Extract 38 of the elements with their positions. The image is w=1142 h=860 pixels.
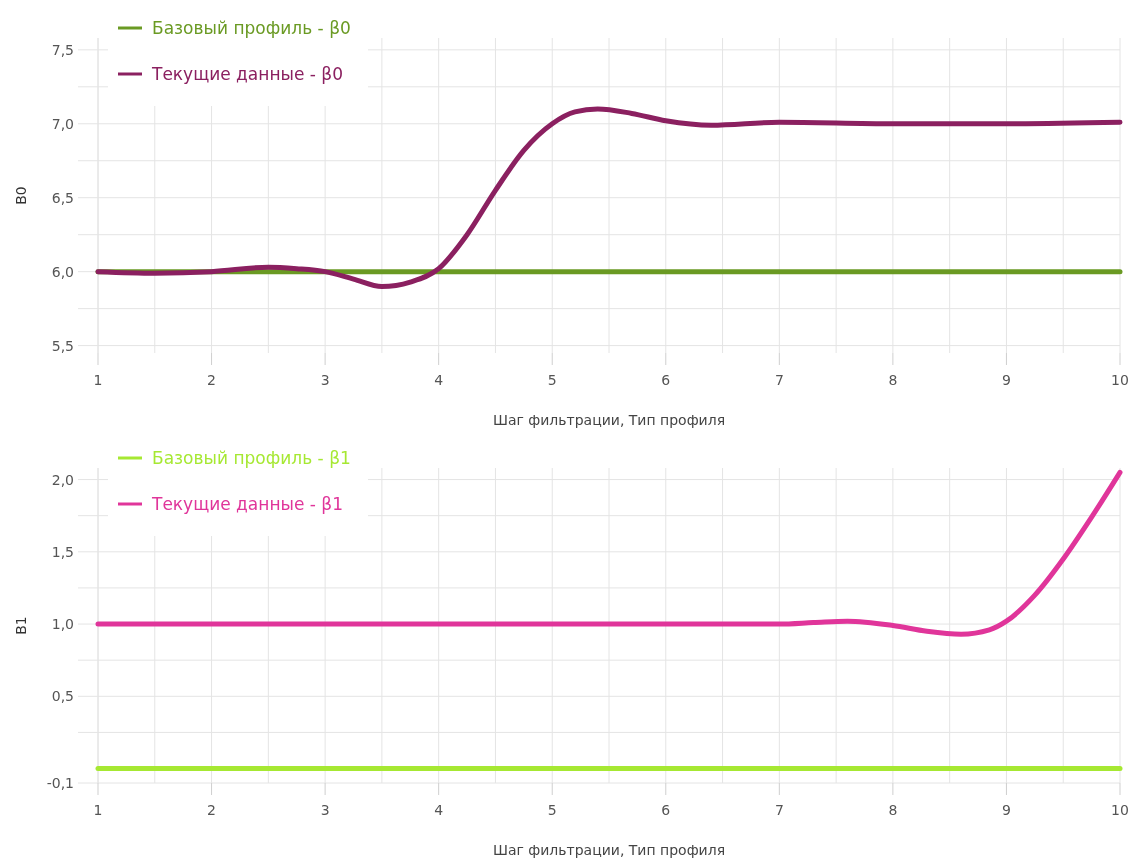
y-tick-label: 2,0 [51,471,74,488]
x-axis-title: Шаг фильтрации, Тип профиля [492,842,726,858]
x-tick-label: 7 [774,802,784,818]
y-tick-label: 6,0 [51,263,74,280]
y-tick-label: -0,1 [46,775,74,791]
x-tick-label: 9 [1001,372,1011,388]
x-tick-label: 8 [888,802,898,818]
x-tick-label: 5 [547,372,557,388]
x-tick-label: 1 [93,372,103,388]
y-tick-label: 0,5 [51,688,74,705]
y-tick-label: 7,0 [51,115,74,132]
y-tick-label: 7,5 [51,41,74,58]
y-tick-label: 6,5 [51,189,74,206]
y-axis-title: В0 [13,186,29,205]
legend-label: Базовый профиль - β1 [152,448,351,468]
x-tick-label: 6 [661,802,671,818]
y-tick-label: 1,0 [51,616,74,633]
x-tick-label: 4 [434,802,444,818]
legend-label: Базовый профиль - β0 [152,18,351,38]
x-tick-label: 1 [93,802,103,818]
x-tick-label: 5 [547,802,557,818]
legend-label: Текущие данные - β1 [151,494,343,514]
x-tick-label: 9 [1001,802,1011,818]
y-tick-label: 1,5 [51,543,74,560]
x-tick-label: 2 [207,802,217,818]
x-tick-label: 8 [888,372,898,388]
x-tick-label: 3 [320,372,330,388]
x-tick-label: 4 [434,372,444,388]
legend-label: Текущие данные - β0 [151,64,343,84]
y-tick-label: 5,5 [51,337,74,354]
x-tick-label: 7 [774,372,784,388]
x-tick-label: 10 [1111,372,1129,388]
x-tick-label: 6 [661,372,671,388]
x-axis-title: Шаг фильтрации, Тип профиля [492,412,726,428]
y-axis-title: В1 [13,616,29,635]
x-tick-label: 10 [1111,802,1129,818]
x-tick-label: 3 [320,802,330,818]
x-tick-label: 2 [207,372,217,388]
